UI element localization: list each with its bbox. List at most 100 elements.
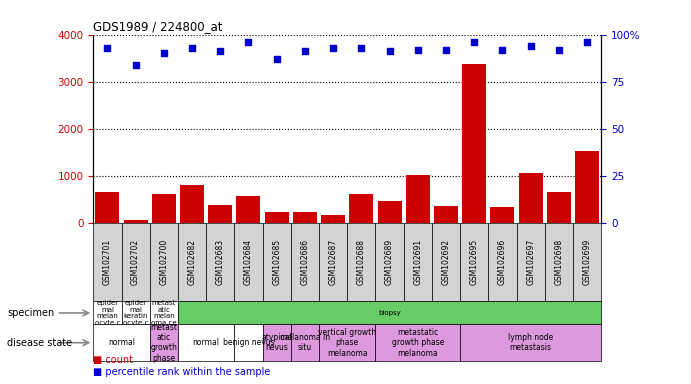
Text: GSM102687: GSM102687 bbox=[329, 239, 338, 285]
Text: epider
mal
melan
ocyte c: epider mal melan ocyte c bbox=[95, 300, 120, 326]
Bar bbox=[234, 324, 263, 361]
Text: normal: normal bbox=[193, 338, 220, 347]
Text: benign nevus: benign nevus bbox=[223, 338, 274, 347]
Bar bbox=[178, 301, 601, 324]
Bar bbox=[150, 223, 178, 301]
Text: metastatic
growth phase
melanoma: metastatic growth phase melanoma bbox=[392, 328, 444, 358]
Bar bbox=[516, 223, 545, 301]
Bar bbox=[291, 324, 319, 361]
Bar bbox=[406, 175, 430, 223]
Text: ■ count: ■ count bbox=[93, 355, 133, 365]
Text: GSM102697: GSM102697 bbox=[526, 239, 535, 285]
Bar bbox=[547, 192, 571, 223]
Text: GSM102698: GSM102698 bbox=[554, 239, 563, 285]
Bar bbox=[319, 223, 347, 301]
Point bbox=[440, 46, 451, 53]
Text: GSM102685: GSM102685 bbox=[272, 239, 281, 285]
Point bbox=[215, 48, 226, 55]
Bar bbox=[573, 223, 601, 301]
Bar bbox=[206, 223, 234, 301]
Point bbox=[497, 46, 508, 53]
Text: GSM102699: GSM102699 bbox=[583, 239, 591, 285]
Bar bbox=[545, 223, 573, 301]
Point bbox=[553, 46, 565, 53]
Bar bbox=[236, 196, 261, 223]
Bar bbox=[293, 212, 317, 223]
Bar bbox=[263, 324, 291, 361]
Bar bbox=[263, 223, 291, 301]
Text: specimen: specimen bbox=[7, 308, 54, 318]
Bar bbox=[489, 223, 516, 301]
Bar bbox=[178, 223, 206, 301]
Text: vertical growth
phase
melanoma: vertical growth phase melanoma bbox=[318, 328, 377, 358]
Bar bbox=[291, 223, 319, 301]
Bar bbox=[122, 223, 150, 301]
Text: GSM102691: GSM102691 bbox=[413, 239, 422, 285]
Text: GSM102688: GSM102688 bbox=[357, 239, 366, 285]
Point bbox=[328, 45, 339, 51]
Text: melanoma in
situ: melanoma in situ bbox=[280, 333, 330, 353]
Bar bbox=[178, 324, 234, 361]
Point bbox=[356, 45, 367, 51]
Text: normal: normal bbox=[108, 338, 135, 347]
Text: lymph node
metastasis: lymph node metastasis bbox=[508, 333, 553, 353]
Text: ■ percentile rank within the sample: ■ percentile rank within the sample bbox=[93, 367, 271, 377]
Bar bbox=[150, 324, 178, 361]
Point bbox=[582, 39, 593, 45]
Bar bbox=[491, 207, 514, 223]
Bar bbox=[95, 192, 120, 223]
Bar bbox=[460, 324, 601, 361]
Text: atypical
nevus: atypical nevus bbox=[261, 333, 292, 353]
Text: metast
atic
growth
phase: metast atic growth phase bbox=[151, 323, 178, 363]
Point bbox=[271, 56, 282, 62]
Point bbox=[102, 45, 113, 51]
Bar bbox=[434, 206, 458, 223]
Text: epider
mal
keratin
ocyte c: epider mal keratin ocyte c bbox=[123, 300, 149, 326]
Bar bbox=[350, 194, 373, 223]
Bar bbox=[375, 324, 460, 361]
Bar bbox=[321, 215, 345, 223]
Bar bbox=[152, 195, 176, 223]
Bar bbox=[93, 324, 150, 361]
Bar bbox=[404, 223, 432, 301]
Text: GSM102683: GSM102683 bbox=[216, 239, 225, 285]
Text: GSM102701: GSM102701 bbox=[103, 239, 112, 285]
Point bbox=[187, 45, 198, 51]
Text: metast
atic
melan
oma ce: metast atic melan oma ce bbox=[151, 300, 177, 326]
Text: GSM102695: GSM102695 bbox=[470, 239, 479, 285]
Text: GSM102702: GSM102702 bbox=[131, 239, 140, 285]
Text: biopsy: biopsy bbox=[378, 310, 401, 316]
Bar bbox=[519, 173, 542, 223]
Point bbox=[384, 48, 395, 55]
Bar bbox=[150, 301, 178, 324]
Bar bbox=[122, 301, 150, 324]
Text: GSM102692: GSM102692 bbox=[442, 239, 451, 285]
Bar bbox=[462, 64, 486, 223]
Text: disease state: disease state bbox=[7, 338, 72, 348]
Text: GSM102686: GSM102686 bbox=[301, 239, 310, 285]
Point bbox=[525, 43, 536, 49]
Bar bbox=[460, 223, 489, 301]
Text: GSM102700: GSM102700 bbox=[160, 239, 169, 285]
Bar bbox=[432, 223, 460, 301]
Bar bbox=[265, 212, 289, 223]
Point bbox=[130, 61, 141, 68]
Point bbox=[158, 50, 169, 56]
Bar bbox=[319, 324, 375, 361]
Bar bbox=[575, 151, 599, 223]
Text: GSM102684: GSM102684 bbox=[244, 239, 253, 285]
Point bbox=[243, 39, 254, 45]
Bar bbox=[93, 301, 122, 324]
Bar bbox=[375, 223, 404, 301]
Bar bbox=[124, 220, 148, 223]
Text: GSM102696: GSM102696 bbox=[498, 239, 507, 285]
Text: GDS1989 / 224800_at: GDS1989 / 224800_at bbox=[93, 20, 223, 33]
Point bbox=[468, 39, 480, 45]
Bar bbox=[208, 205, 232, 223]
Bar bbox=[347, 223, 375, 301]
Bar bbox=[93, 223, 122, 301]
Bar bbox=[377, 200, 401, 223]
Bar bbox=[234, 223, 263, 301]
Text: GSM102689: GSM102689 bbox=[385, 239, 394, 285]
Bar bbox=[180, 185, 204, 223]
